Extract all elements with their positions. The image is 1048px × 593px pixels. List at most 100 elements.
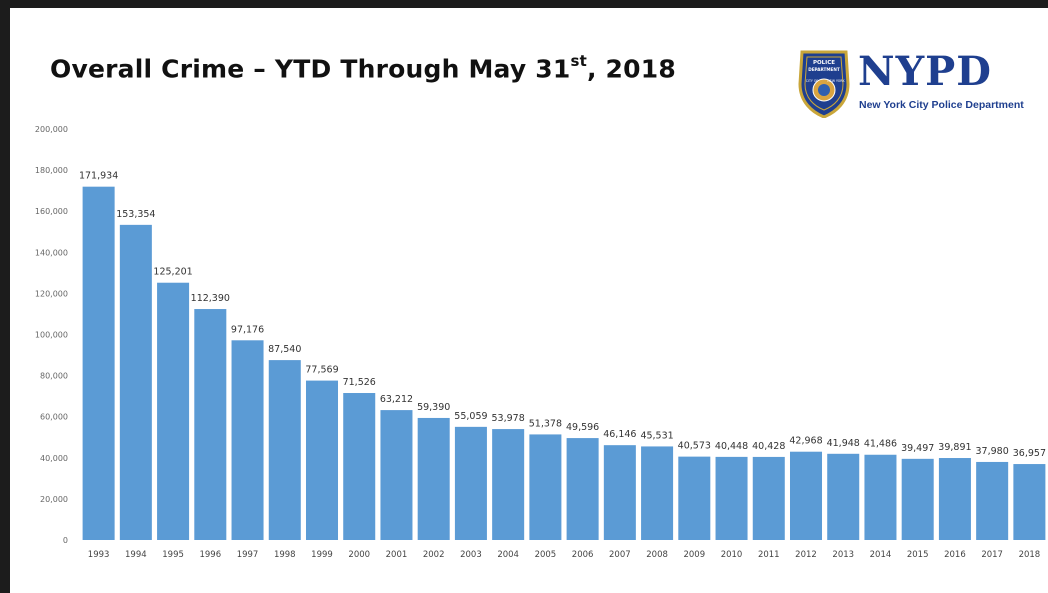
bar-1998 [268, 360, 301, 540]
page-title: Overall Crime – YTD Through May 31st, 20… [50, 52, 676, 84]
x-tick-label: 2014 [870, 550, 892, 560]
x-tick-label: 1994 [125, 550, 147, 560]
data-label: 37,980 [976, 446, 1009, 457]
data-label: 87,540 [268, 344, 301, 355]
y-tick-label: 160,000 [35, 207, 68, 216]
x-tick-label: 2013 [832, 550, 854, 560]
data-label: 53,978 [492, 413, 525, 424]
x-tick-label: 1998 [274, 550, 296, 560]
y-tick-label: 120,000 [35, 289, 68, 298]
bar-2012 [789, 451, 823, 540]
nypd-subtitle: New York City Police Department [859, 99, 1024, 111]
title-main: Overall Crime – YTD Through May 31 [50, 54, 571, 84]
bar-2011 [752, 456, 785, 540]
x-tick-label: 2010 [721, 550, 743, 560]
y-tick-label: 200,000 [35, 125, 68, 134]
data-label: 41,486 [864, 439, 897, 450]
data-label: 97,176 [231, 324, 264, 335]
crime-bar-chart: 0 20,000 40,000 60,000 80,000 100,000 120,000 1… [35, 125, 1046, 560]
bar-2002 [417, 417, 450, 540]
nypd-logo: POLICE DEPARTMENT CITY OF NEW YORK NYPD … [796, 48, 1024, 120]
bar-2006 [566, 438, 599, 540]
x-tick-label: 1997 [237, 550, 259, 560]
bar-2008 [641, 446, 674, 540]
badge-text-4: NEW YORK [827, 79, 845, 83]
data-label: 77,569 [305, 365, 338, 376]
x-tick-label: 2016 [944, 550, 966, 560]
bar-2001 [380, 410, 413, 540]
x-tick-label: 2017 [981, 550, 1003, 560]
data-label: 49,596 [566, 422, 599, 433]
x-tick-label: 2002 [423, 550, 445, 560]
bar-2015 [901, 458, 934, 540]
bar-1995 [157, 282, 190, 540]
y-tick-label: 100,000 [35, 331, 68, 340]
data-label: 51,378 [529, 418, 562, 429]
badge-text-2: DEPARTMENT [808, 67, 840, 72]
nypd-wordmark: NYPD [858, 48, 992, 95]
x-tick-label: 1993 [88, 550, 110, 560]
data-label: 42,968 [789, 436, 822, 447]
bar-2013 [827, 453, 860, 540]
x-tick-label: 2012 [795, 550, 817, 560]
bar-2016 [938, 458, 971, 540]
bar-2014 [864, 454, 897, 540]
x-tick-label: 2009 [683, 550, 705, 560]
data-label: 41,948 [827, 438, 860, 449]
data-label: 39,891 [938, 442, 971, 453]
y-tick-label: 0 [63, 536, 68, 545]
title-end: , 2018 [586, 54, 676, 84]
x-tick-label: 1999 [311, 550, 333, 560]
data-label: 63,212 [380, 394, 413, 405]
bar-2009 [678, 456, 711, 540]
bar-2004 [492, 429, 525, 540]
x-tick-label: 2007 [609, 550, 631, 560]
bar-2007 [603, 445, 636, 540]
y-tick-label: 60,000 [40, 413, 68, 422]
badge-text-3: CITY OF [806, 79, 819, 83]
data-label: 40,448 [715, 441, 748, 452]
x-tick-label: 2008 [646, 550, 668, 560]
y-tick-label: 140,000 [35, 248, 68, 257]
y-tick-label: 20,000 [40, 495, 68, 504]
data-label: 55,059 [454, 411, 487, 422]
police-badge-icon: POLICE DEPARTMENT CITY OF NEW YORK [798, 50, 850, 118]
x-tick-label: 2006 [572, 550, 594, 560]
data-label: 45,531 [640, 430, 673, 441]
x-tick-label: 2004 [497, 550, 519, 560]
bar-1993 [82, 186, 115, 540]
data-label: 39,497 [901, 443, 934, 454]
bar-2005 [529, 434, 562, 540]
title-superscript: st [570, 52, 587, 70]
y-tick-label: 180,000 [35, 166, 68, 175]
data-label: 40,573 [678, 441, 711, 452]
data-label: 46,146 [603, 429, 636, 440]
x-tick-label: 2018 [1019, 550, 1041, 560]
bar-2018 [1013, 464, 1046, 540]
bar-2017 [976, 461, 1009, 540]
y-tick-label: 40,000 [40, 454, 68, 463]
x-tick-label: 2015 [907, 550, 929, 560]
y-tick-label: 80,000 [40, 372, 68, 381]
data-label: 40,428 [752, 441, 785, 452]
data-label: 112,390 [191, 293, 230, 304]
bar-1997 [231, 340, 264, 540]
x-tick-label: 2003 [460, 550, 482, 560]
slide: Overall Crime – YTD Through May 31st, 20… [10, 8, 1048, 593]
x-tick-label: 2011 [758, 550, 780, 560]
bar-1994 [119, 224, 152, 540]
data-label: 71,526 [343, 377, 376, 388]
bar-2010 [715, 456, 748, 540]
data-label: 125,201 [153, 267, 192, 278]
badge-text-1: POLICE [813, 60, 835, 66]
bar-2003 [454, 426, 487, 540]
x-tick-label: 2005 [535, 550, 557, 560]
x-tick-label: 2001 [386, 550, 408, 560]
data-label: 36,957 [1013, 448, 1046, 459]
data-label: 171,934 [79, 171, 118, 182]
bar-2000 [343, 393, 376, 540]
x-tick-label: 1996 [199, 550, 221, 560]
bar-1996 [194, 309, 227, 540]
x-tick-label: 2000 [348, 550, 370, 560]
data-label: 59,390 [417, 402, 450, 413]
